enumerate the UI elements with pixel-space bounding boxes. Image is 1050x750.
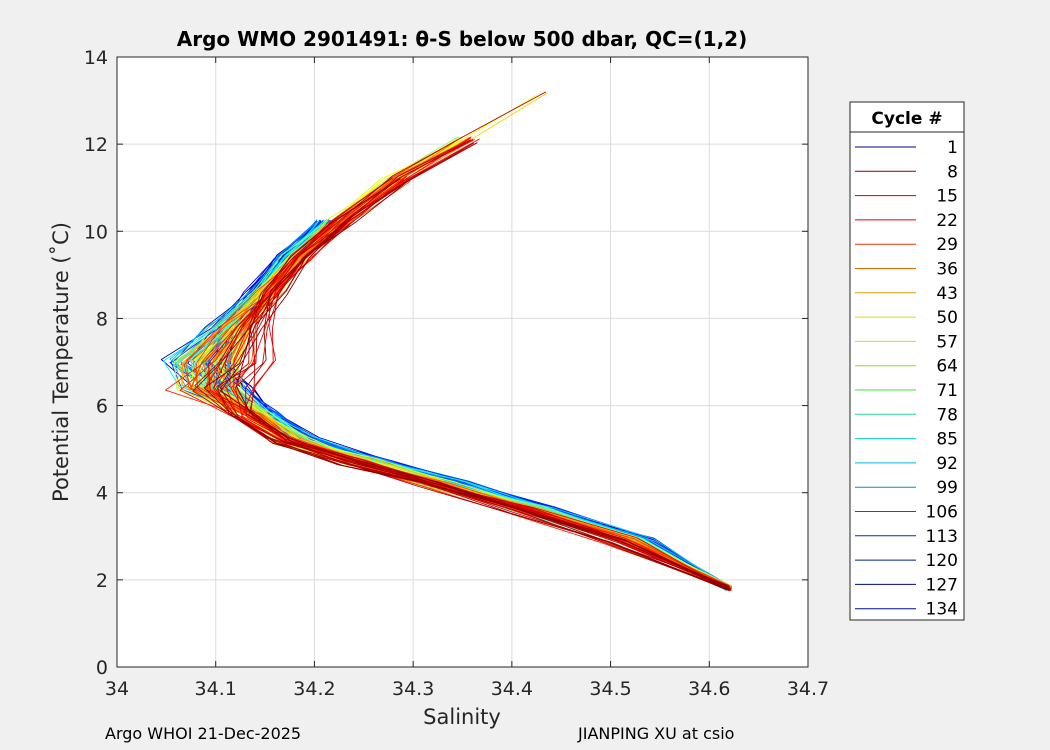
y-tick-label: 10 xyxy=(84,221,108,243)
axis-ticks: 34 34.1 34.2 34.3 34.4 34.5 34.6 34.7 0 2 4 6 8 10 12 1… xyxy=(84,47,829,700)
y-tick-label: 12 xyxy=(84,134,108,156)
profile-curve xyxy=(220,142,730,588)
profile-curve xyxy=(245,222,731,590)
footer-left-text: Argo WHOI 21-Dec-2025 xyxy=(105,724,302,743)
footer-right-text: JIANPING XU at csio xyxy=(578,724,735,743)
profile-curve xyxy=(203,179,730,592)
y-tick-label: 2 xyxy=(96,570,108,592)
legend-label: 57 xyxy=(936,332,958,352)
legend-label: 120 xyxy=(926,551,958,571)
legend-label: 8 xyxy=(947,162,958,182)
x-axis-label: Salinity xyxy=(423,705,501,729)
profile-curves xyxy=(160,91,733,592)
y-tick-label: 8 xyxy=(96,308,108,330)
plot-frame xyxy=(116,56,809,668)
legend-label: 127 xyxy=(926,575,958,595)
legend-entries: 1 8 15 22 29 36 43 50 57 64 71 78 85 92 99 106 113 120 127… xyxy=(855,138,958,620)
legend-label: 15 xyxy=(936,187,958,207)
x-tick-label: 34.7 xyxy=(787,678,829,700)
y-tick-label: 14 xyxy=(84,47,108,69)
profile-curve xyxy=(216,223,728,590)
legend-label: 43 xyxy=(936,284,958,304)
x-tick-label: 34.5 xyxy=(589,678,631,700)
y-axis-label: Potential Temperature (˚C) xyxy=(49,222,73,502)
legend-label: 106 xyxy=(926,503,958,523)
x-tick-label: 34.3 xyxy=(392,678,434,700)
profile-curve xyxy=(219,142,729,587)
legend-label: 22 xyxy=(936,211,958,231)
chart-title: Argo WMO 2901491: θ-S below 500 dbar, QC… xyxy=(177,27,747,51)
legend-label: 71 xyxy=(936,381,958,401)
legend-label: 36 xyxy=(936,260,958,280)
profile-curve xyxy=(194,139,728,591)
legend-label: 134 xyxy=(926,600,958,620)
legend-title: Cycle # xyxy=(871,109,942,129)
profile-curve xyxy=(180,219,727,587)
legend-box xyxy=(849,101,965,621)
x-tick-label: 34 xyxy=(105,678,129,700)
legend-label: 78 xyxy=(936,405,958,425)
legend-label: 92 xyxy=(936,454,958,474)
profile-curve xyxy=(217,220,732,590)
legend-label: 99 xyxy=(936,478,958,498)
legend-label: 85 xyxy=(936,430,958,450)
x-tick-label: 34.1 xyxy=(195,678,237,700)
legend-label: 64 xyxy=(936,357,958,377)
legend: Cycle # 18152229364350576471788592991061… xyxy=(849,101,965,621)
legend-label: 29 xyxy=(936,235,958,255)
y-tick-label: 0 xyxy=(96,657,108,679)
y-tick-label: 4 xyxy=(96,483,108,505)
x-tick-label: 34.4 xyxy=(491,678,533,700)
x-tick-label: 34.2 xyxy=(293,678,335,700)
y-tick-label: 6 xyxy=(96,396,108,418)
legend-label: 1 xyxy=(947,138,958,158)
legend-label: 50 xyxy=(936,308,958,328)
legend-label: 113 xyxy=(926,527,958,547)
x-tick-label: 34.6 xyxy=(688,678,730,700)
